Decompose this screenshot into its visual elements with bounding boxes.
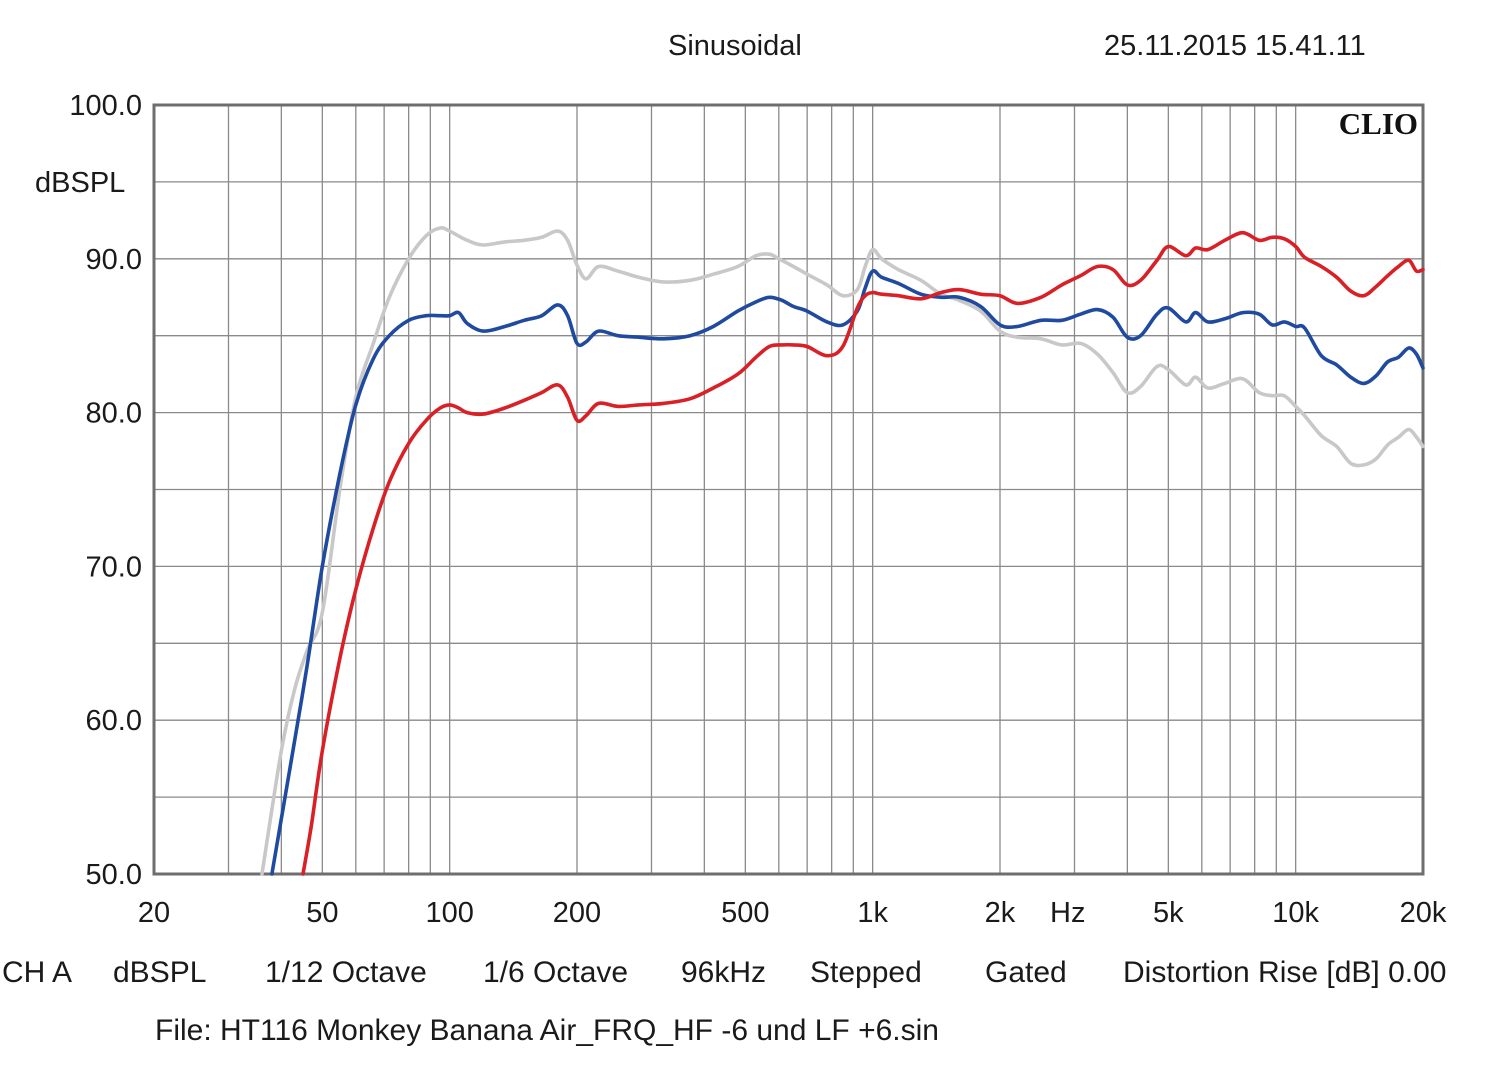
window-type-label: Gated (985, 956, 1067, 989)
x-axis-unit-label: Hz (1050, 897, 1085, 929)
x-tick-label: 50 (306, 897, 338, 929)
series-line-gray (260, 226, 1425, 876)
file-name-label: File: HT116 Monkey Banana Air_FRQ_HF -6 … (155, 1014, 939, 1047)
timestamp-label: 25.11.2015 15.41.11 (1104, 30, 1366, 62)
x-tick-label: 2k (985, 897, 1016, 929)
series-line-red (301, 230, 1425, 876)
tick-labels: 100.0 90.0 80.0 70.0 60.0 50.0 20 50 100 200 500 1k… (69, 90, 1446, 929)
series-layer (260, 226, 1425, 876)
x-tick-label: 1k (857, 897, 888, 929)
chart-grid (154, 105, 1423, 874)
x-tick-label: 5k (1153, 897, 1184, 929)
sample-rate-label: 96kHz (681, 956, 767, 989)
clio-brand-logo: CLIO (1339, 106, 1418, 141)
y-tick-label: 60.0 (86, 705, 142, 737)
x-tick-label: 100 (425, 897, 473, 929)
measurement-mode-label: Sinusoidal (668, 30, 802, 62)
channel-label: CH A (2, 956, 73, 989)
series-line-blue (270, 269, 1425, 876)
x-tick-label: 10k (1272, 897, 1319, 929)
y-tick-label: 50.0 (86, 859, 142, 891)
sweep-type-label: Stepped (810, 956, 922, 989)
x-tick-label: 20k (1400, 897, 1447, 929)
distortion-rise-label: Distortion Rise [dB] 0.00 (1123, 956, 1447, 989)
smoothing-label: 1/6 Octave (483, 956, 629, 989)
x-tick-label: 20 (138, 897, 170, 929)
y-tick-label: 90.0 (86, 244, 142, 276)
resolution-label: 1/12 Octave (265, 956, 427, 989)
y-tick-label: 100.0 (69, 90, 142, 122)
unit-label: dBSPL (113, 956, 207, 989)
y-axis-unit-label: dBSPL (35, 167, 125, 199)
x-tick-label: 200 (553, 897, 601, 929)
y-tick-label: 70.0 (86, 551, 142, 583)
y-tick-label: 80.0 (86, 398, 142, 430)
plot-frame (152, 103, 1425, 876)
x-tick-label: 500 (721, 897, 769, 929)
